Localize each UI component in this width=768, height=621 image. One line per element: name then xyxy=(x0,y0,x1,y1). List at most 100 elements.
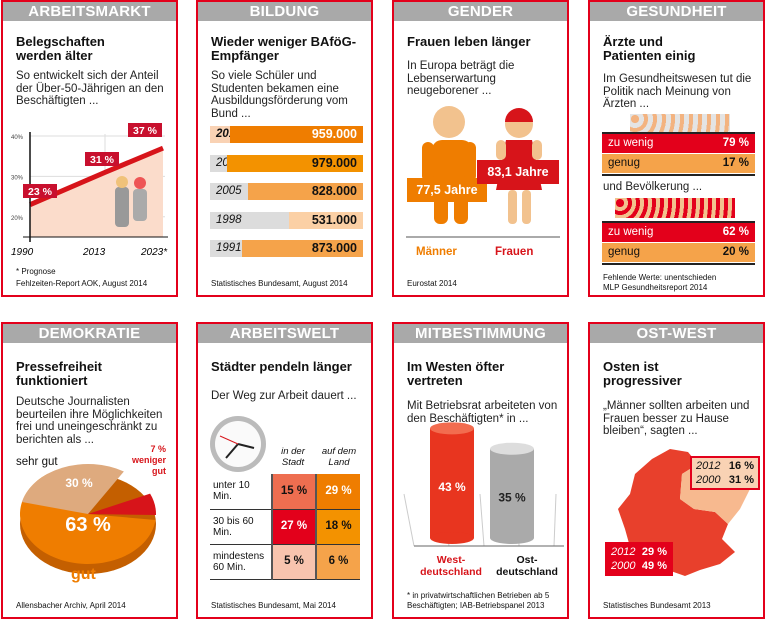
slice-label-weniger-gut: 7 %weniger gut xyxy=(121,444,166,477)
table-row: unter 10 Min.15 %29 % xyxy=(210,474,360,509)
x-tick-label: 2023* xyxy=(140,247,168,258)
row-label: mindestens 60 Min. xyxy=(210,544,272,579)
data-label: 37 % xyxy=(133,125,158,137)
bar-category: 1991 xyxy=(216,242,242,254)
bar-label: genug xyxy=(608,154,640,173)
panel-subtitle: Im Gesundheitswesen tut die Politik nach… xyxy=(603,73,753,111)
slice-value-gut: 63 % xyxy=(65,514,111,536)
bar-row: 2005 828.000 xyxy=(210,183,363,200)
data-label: 23 % xyxy=(28,186,53,198)
bar: 979.000 xyxy=(227,155,363,172)
footnote: Fehlende Werte: unentschieden xyxy=(603,273,763,283)
source: Fehlzeiten-Report AOK, August 2014 xyxy=(16,279,176,289)
bar-row: genug 20 % xyxy=(602,243,755,262)
table-cell: 18 % xyxy=(316,509,360,544)
bar-label: zu wenig xyxy=(608,134,653,153)
panel-gender: GENDER Frauen leben länger In Europa bet… xyxy=(392,0,569,297)
x-tick-label: 2013 xyxy=(82,247,106,258)
man-figure-icon xyxy=(422,106,476,224)
woman-icon xyxy=(133,189,147,221)
bar-label: genug xyxy=(608,243,640,262)
panel-ost-west: OST-WEST Osten ist progressiver „Männer … xyxy=(588,322,765,619)
source: Eurostat 2014 xyxy=(407,279,567,289)
panel-mitbestimmung: MITBESTIMMUNG Im Westen öfter vertreten … xyxy=(392,322,569,619)
grid-line xyxy=(480,494,484,546)
bar: 828.000 xyxy=(248,183,363,200)
divider xyxy=(602,174,755,176)
panel-header: BILDUNG xyxy=(198,2,371,21)
cylinder-top xyxy=(490,443,534,455)
slice-name-sehr-gut: sehr gut xyxy=(16,456,58,468)
y-tick-label: 20% xyxy=(11,216,24,222)
table-cell: 6 % xyxy=(316,544,360,579)
table-cell: 5 % xyxy=(272,544,316,579)
data-label: 31 % xyxy=(90,154,115,166)
bar-value: 62 % xyxy=(723,223,749,242)
cylinder-bottom xyxy=(490,532,534,544)
value: 16 % xyxy=(729,459,754,473)
source: Allensbacher Archiv, April 2014 xyxy=(16,601,176,611)
head-icon xyxy=(116,176,128,188)
man-icon xyxy=(115,187,129,227)
slice-name-gut: gut xyxy=(71,566,96,584)
slice-name: weniger gut xyxy=(132,455,166,476)
cylinder-value: 43 % xyxy=(438,480,466,494)
value: 29 % xyxy=(642,545,667,559)
grid-line xyxy=(404,494,414,546)
category-label-frauen: Frauen xyxy=(495,246,533,258)
population-crowd-icon xyxy=(615,198,735,218)
panel-bildung: BILDUNG Wieder weniger BAföG-Empfänger S… xyxy=(196,0,373,297)
source: Statistisches Bundesamt 2013 xyxy=(603,601,763,611)
year: 2012 xyxy=(611,545,635,559)
panel-title: Ärzte und Patienten einig xyxy=(603,35,703,63)
row-label: unter 10 Min. xyxy=(210,474,272,509)
bar: 959.000 xyxy=(230,126,363,143)
panel-gesundheit: GESUNDHEIT Ärzte und Patienten einig Im … xyxy=(588,0,765,297)
category-label-ost: Ost-deutschland xyxy=(492,554,562,578)
x-tick-label: 1990 xyxy=(11,247,34,258)
doctors-crowd-icon xyxy=(630,114,730,132)
panel-arbeitsmarkt: ARBEITSMARKT Belegschaften werden älter … xyxy=(1,0,178,297)
table-cell: 29 % xyxy=(316,474,360,509)
commute-table: unter 10 Min.15 %29 %30 bis 60 Min.27 %1… xyxy=(210,474,360,580)
value: 49 % xyxy=(642,559,667,573)
year: 2000 xyxy=(611,559,635,573)
footnote: * Prognose xyxy=(16,267,176,277)
panel-header: GESUNDHEIT xyxy=(590,2,763,21)
panel-demokratie: DEMOKRATIE Pressefreiheit funktioniert D… xyxy=(1,322,178,619)
source: Statistisches Bundesamt, Mai 2014 xyxy=(211,601,371,611)
bar: 531.000 xyxy=(289,212,363,229)
row-label: 30 bis 60 Min. xyxy=(210,509,272,544)
bar-row: genug 17 % xyxy=(602,154,755,173)
column-header-stadt: in der Stadt xyxy=(272,446,314,468)
bar-row: 2012979.000 xyxy=(210,155,363,172)
year: 2000 xyxy=(696,473,720,487)
cylinder-value: 35 % xyxy=(498,490,526,504)
head-icon xyxy=(134,177,146,189)
bar-label: zu wenig xyxy=(608,223,653,242)
bar-category: 2005 xyxy=(216,185,242,197)
bar-category: 1998 xyxy=(216,214,242,226)
panel-arbeitswelt: ARBEITSWELT Städter pendeln länger Der W… xyxy=(196,322,373,619)
value: 31 % xyxy=(729,473,754,487)
value-label-frauen: 83,1 Jahre xyxy=(477,160,559,184)
table-cell: 15 % xyxy=(272,474,316,509)
bar-value: 20 % xyxy=(723,243,749,262)
bar-value: 17 % xyxy=(723,154,749,173)
source: MLP Gesundheitsreport 2014 xyxy=(603,283,763,293)
table-row: 30 bis 60 Min.27 %18 % xyxy=(210,509,360,544)
bar-row: 1998 531.000 xyxy=(210,212,363,229)
column-header-land: auf dem Land xyxy=(316,446,362,468)
slice-value: 7 % xyxy=(150,444,166,454)
cylinder-top xyxy=(430,422,474,434)
map-label-row: 2000 49 % xyxy=(611,559,667,573)
source: Statistisches Bundesamt, August 2014 xyxy=(211,279,371,289)
figures-illustration xyxy=(394,2,571,242)
y-tick-label: 40% xyxy=(11,135,24,141)
slice-value-sehr-gut: 30 % xyxy=(65,476,93,490)
